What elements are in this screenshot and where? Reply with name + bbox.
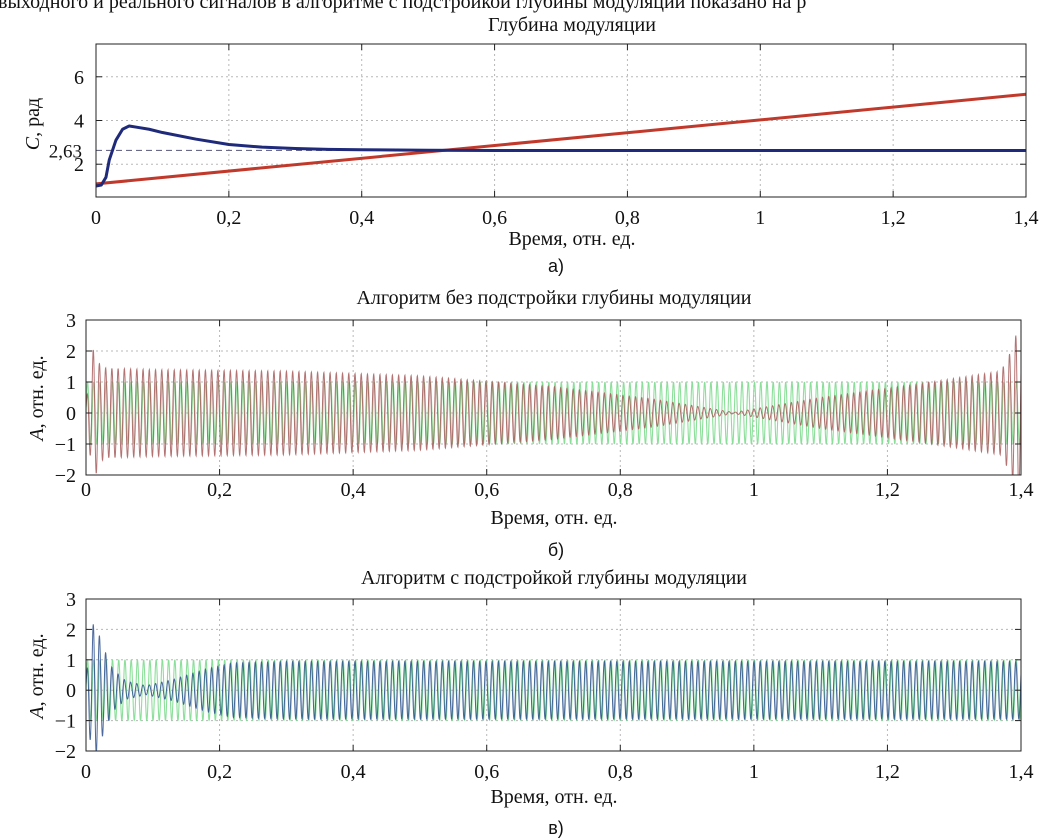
panel-a-ylabel: C, рад [22, 98, 44, 150]
x-tick-label: 1,2 [875, 761, 900, 783]
reference-line-label: 2,63 [49, 141, 82, 162]
panel-b-xlabel: Время, отн. ед. [490, 507, 617, 529]
x-tick-label: 0 [91, 207, 101, 229]
y-tick-label: 4 [74, 111, 84, 133]
panel-a-ylabel-symbol: C [22, 136, 44, 150]
panel-c-title: Алгоритм с подстройкой глубины модуляции [361, 567, 747, 589]
panel-b: Алгоритм без подстройки глубины модуляци… [26, 287, 1034, 560]
x-tick-label: 1 [755, 207, 765, 229]
panel-b-ylabel: A, отн. ед. [26, 355, 48, 442]
x-tick-label: 0,4 [341, 761, 366, 783]
y-tick-label: −2 [55, 741, 76, 763]
x-tick-label: 1 [749, 479, 759, 501]
x-tick-label: 0 [81, 761, 91, 783]
panel-c-plot: 0 0,2 0,4 0,6 0,8 1 1,2 1,4 −2 −1 0 1 2 3 [55, 589, 1034, 783]
panel-c-ylabel-symbol: A [26, 706, 48, 721]
x-tick-label: 1,4 [1009, 761, 1034, 783]
x-tick-label: 0,8 [615, 207, 640, 229]
x-tick-label: 0,8 [608, 479, 633, 501]
series-line-1 [86, 335, 1021, 475]
y-tick-label: 2 [66, 341, 76, 363]
y-tick-label: 2 [74, 154, 84, 176]
panel-b-label: б) [548, 540, 564, 560]
x-tick-label: 1,2 [881, 207, 906, 229]
x-tick-label: 1,4 [1014, 207, 1039, 229]
x-tick-label: 1 [749, 761, 759, 783]
panel-b-plot: 0 0,2 0,4 0,6 0,8 1 1,2 1,4 −2 −1 0 1 2 3 [55, 310, 1034, 501]
y-tick-label: 3 [66, 310, 76, 332]
y-tick-label: 2 [66, 619, 76, 641]
panel-c-ylabel-unit: , отн. ед. [26, 633, 48, 706]
axes-frame [85, 598, 1022, 752]
y-tick-label: 1 [66, 650, 76, 672]
x-tick-label: 0,6 [474, 479, 499, 501]
x-tick-label: 1,4 [1009, 479, 1034, 501]
axes-frame [85, 319, 1022, 476]
panel-c-xlabel: Время, отн. ед. [490, 786, 617, 808]
series-group [96, 92, 1026, 188]
series-line-0 [86, 381, 1021, 445]
x-tick-label: 0,6 [482, 207, 507, 229]
x-tick-label: 0,4 [349, 207, 374, 229]
series-group [86, 624, 1021, 751]
panel-c-ylabel: A, отн. ед. [26, 633, 48, 720]
panel-a: Глубина модуляции 2,63 0 0,2 0,4 0,6 0,8 1 1,2 1… [22, 14, 1039, 276]
panel-b-title: Алгоритм без подстройки глубины модуляци… [356, 287, 751, 309]
panel-a-xlabel: Время, отн. ед. [508, 228, 635, 250]
panel-a-label: а) [548, 256, 564, 276]
x-tick-label: 0 [81, 479, 91, 501]
panel-b-ylabel-unit: , отн. ед. [26, 355, 48, 428]
y-tick-label: 3 [66, 589, 76, 611]
header-text: выходного и реального сигналов в алгорит… [0, 0, 806, 13]
x-tick-label: 0,4 [341, 479, 366, 501]
x-tick-label: 1,2 [875, 479, 900, 501]
series-line-0 [86, 659, 1021, 721]
panel-c-label: в) [548, 818, 564, 838]
panel-a-title: Глубина модуляции [488, 14, 656, 36]
x-tick-label: 0,2 [207, 479, 232, 501]
panel-c: Алгоритм с подстройкой глубины модуляции… [26, 567, 1034, 838]
series-group [86, 335, 1021, 475]
x-tick-label: 0,2 [216, 207, 241, 229]
y-tick-label: −1 [55, 434, 76, 456]
series-line-1 [96, 124, 1026, 188]
y-tick-label: −1 [55, 711, 76, 733]
panel-a-ylabel-unit: , рад [22, 98, 44, 137]
series-line-0 [96, 92, 1026, 186]
y-tick-label: 6 [74, 67, 84, 89]
y-tick-label: 1 [66, 372, 76, 394]
x-tick-label: 0,8 [608, 761, 633, 783]
x-tick-label: 0,6 [474, 761, 499, 783]
series-line-1 [86, 624, 1021, 751]
y-tick-label: 0 [66, 403, 76, 425]
panel-a-plot: 2,63 0 0,2 0,4 0,6 0,8 1 1,2 1,4 2 4 6 [49, 43, 1039, 229]
x-tick-label: 0,2 [207, 761, 232, 783]
y-tick-label: −2 [55, 465, 76, 487]
y-tick-label: 0 [66, 680, 76, 702]
panel-b-ylabel-symbol: A [26, 428, 48, 443]
